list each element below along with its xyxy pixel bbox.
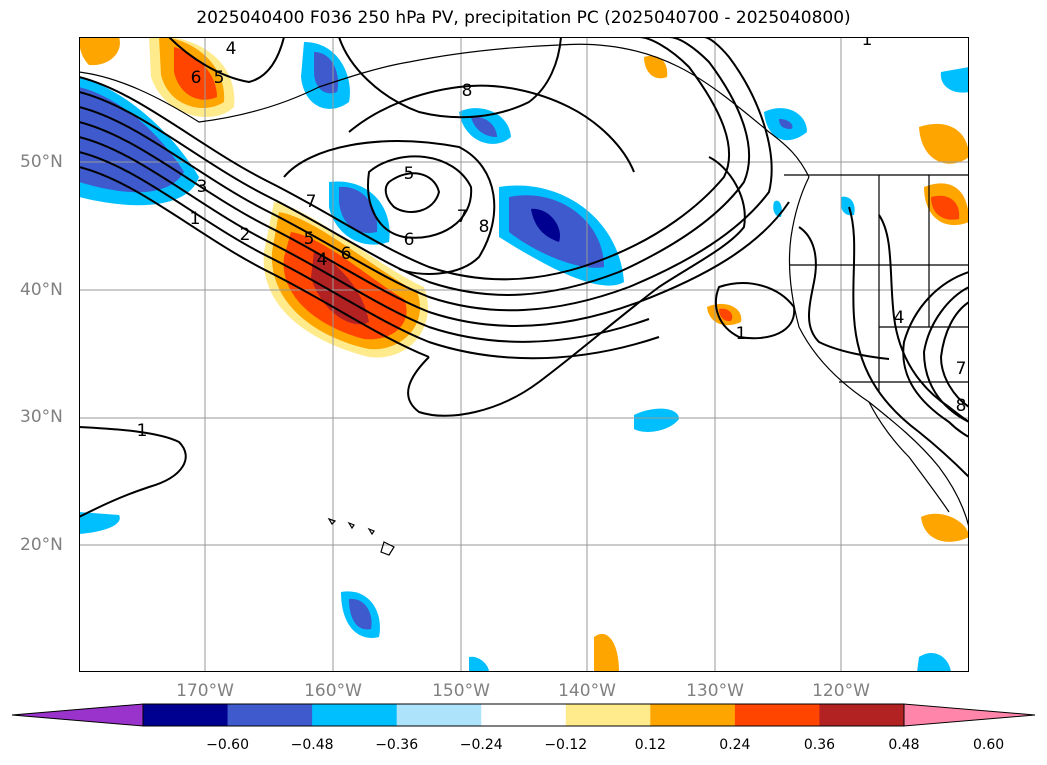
contour-label: 8	[956, 396, 967, 416]
alaska-coast	[79, 43, 810, 178]
colorbar-outline	[142, 703, 905, 727]
colorbar-extend-low	[11, 703, 144, 727]
colorbar-segment	[650, 704, 736, 726]
colorbar-tick-label: 0.36	[803, 737, 836, 753]
lon-label-170w: 170°W	[176, 681, 234, 701]
pv-contour-south	[407, 156, 746, 417]
pv-contour-west-low	[79, 426, 187, 518]
colorbar-tick-label: −0.60	[206, 737, 249, 753]
graticule	[79, 37, 969, 672]
colorbar-tick-label: 0.12	[634, 737, 666, 753]
colorbar-tick-label: 0.48	[888, 737, 920, 753]
contour-label: 7	[306, 192, 317, 212]
colorbar	[11, 703, 1036, 727]
lat-label-40n: 40°N	[20, 280, 63, 300]
neg-area-mid	[634, 408, 679, 432]
pos-area-se	[921, 513, 969, 542]
contour-label: 7	[457, 207, 468, 227]
neg-area-sw	[79, 512, 120, 534]
lon-label-150w: 150°W	[432, 681, 490, 701]
lon-label-130w: 130°W	[686, 681, 744, 701]
north-america-coast	[788, 176, 969, 528]
state-lines	[789, 175, 969, 392]
colorbar-segment	[312, 704, 398, 726]
precip-negative-areas	[79, 42, 969, 672]
coastlines	[79, 43, 969, 556]
neg-area-ne	[940, 67, 969, 93]
map-canvas: 4 6 5 8 5 6 7 8 3 1 2 5 4 6 7 1 1 1 4 7 …	[79, 37, 969, 672]
lat-label-50n: 50°N	[20, 152, 63, 172]
colorbar-tick-label: −0.48	[290, 737, 334, 753]
hawaii-islands	[327, 517, 395, 556]
lat-label-20n: 20°N	[20, 535, 63, 555]
pv-contour-east-trough-1	[902, 271, 969, 438]
colorbar-tick-label: −0.24	[459, 737, 503, 753]
colorbar-extend-high	[903, 703, 1036, 727]
contour-label: 1	[190, 209, 201, 229]
contour-label: 4	[226, 39, 237, 59]
contour-label: 7	[956, 359, 967, 379]
lon-label-140w: 140°W	[558, 681, 616, 701]
colorbar-tick-label: 0.60	[972, 737, 1005, 753]
pos-area-ne	[919, 123, 969, 164]
colorbar-segment	[565, 704, 651, 726]
colorbar-tick-label: 0.24	[719, 737, 751, 753]
pv-contour-7	[283, 140, 496, 275]
pv-contour-1	[79, 37, 731, 281]
contour-label: 1	[862, 37, 873, 50]
pv-contours	[79, 37, 969, 518]
map-title: 2025040400 F036 250 hPa PV, precipitatio…	[196, 8, 851, 28]
map-panel: 4 6 5 8 5 6 7 8 3 1 2 5 4 6 7 1 1 1 4 7 …	[79, 37, 969, 672]
colorbar-segment	[143, 704, 229, 726]
colorbar-segment	[227, 704, 313, 726]
contour-label: 1	[137, 421, 148, 441]
contour-label: 1	[736, 324, 747, 344]
contour-label: 4	[894, 308, 905, 328]
pv-contour-north	[348, 84, 635, 173]
pv-contour-east-1	[714, 282, 796, 340]
colorbar-tick-label: −0.36	[375, 737, 419, 753]
contour-label: 6	[341, 244, 352, 264]
contour-label: 8	[462, 81, 473, 101]
contour-label: 5	[404, 164, 415, 184]
contour-label: 6	[404, 230, 415, 250]
lon-label-120w: 120°W	[812, 681, 870, 701]
contour-label: 2	[240, 225, 251, 245]
pv-contour-closed-5	[384, 172, 441, 213]
lat-label-30n: 30°N	[20, 407, 63, 427]
colorbar-tick-label: −0.12	[544, 737, 588, 753]
contour-label: 3	[197, 177, 208, 197]
contour-label: 8	[479, 217, 490, 237]
colorbar-segments	[11, 703, 1036, 727]
colorbar-segment	[481, 704, 567, 726]
precip-positive-areas	[79, 37, 969, 672]
contour-label: 4	[317, 250, 328, 270]
colorbar-segment	[734, 704, 820, 726]
pv-contour-closed-6	[367, 155, 473, 239]
lon-label-160w: 160°W	[304, 681, 362, 701]
pos-area-south	[594, 633, 619, 672]
contour-label: 5	[304, 229, 315, 249]
colorbar-segment	[819, 704, 905, 726]
contour-label: 6	[191, 68, 202, 88]
colorbar-segment	[396, 704, 482, 726]
contour-label: 5	[214, 68, 225, 88]
contour-label-group: 4 6 5 8 5 6 7 8 3 1 2 5 4 6 7 1 1 1 4 7 …	[137, 37, 967, 441]
baja-coast	[868, 401, 950, 513]
